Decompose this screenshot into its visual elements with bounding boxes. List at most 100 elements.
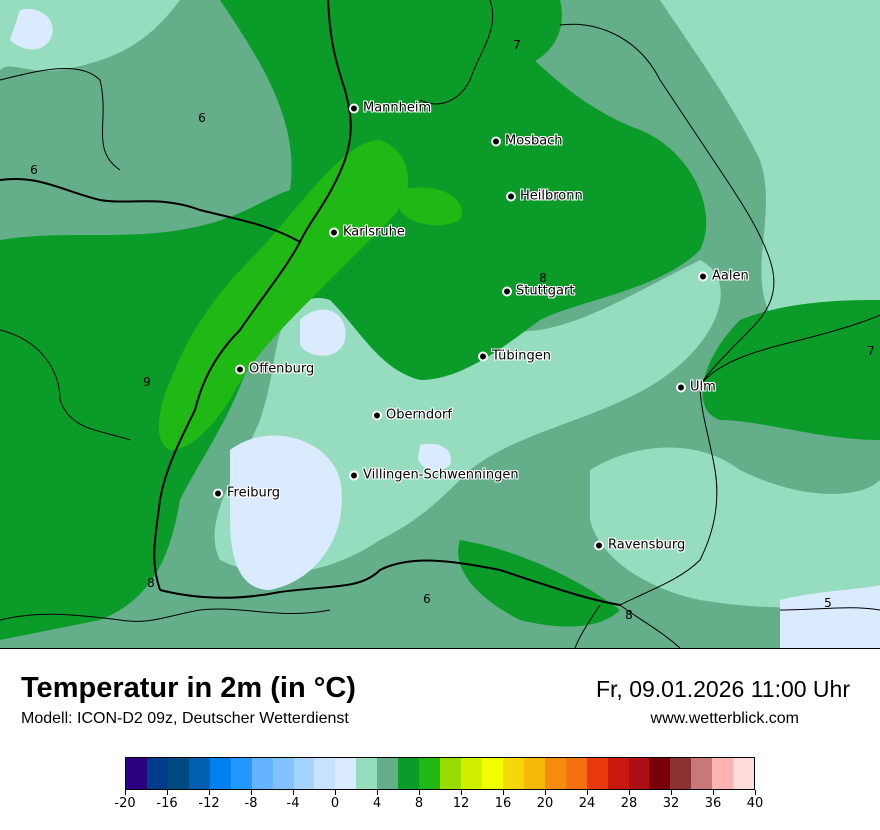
city-label: Karlsruhe <box>343 224 405 240</box>
city-marker-icon <box>329 227 339 237</box>
city-marker-icon <box>491 136 501 146</box>
tick-label: -16 <box>156 796 178 811</box>
colorbar-segment <box>146 758 168 789</box>
tick-mark <box>125 790 126 795</box>
city-marker-icon <box>349 470 359 480</box>
tick-mark <box>503 790 504 795</box>
tick-label: 20 <box>536 796 554 811</box>
city-label: Mosbach <box>505 133 563 149</box>
tick-mark <box>377 790 378 795</box>
contour-label: 5 <box>824 596 832 610</box>
city-mannheim: Mannheim <box>349 101 431 116</box>
tick-label: -4 <box>286 796 300 811</box>
city-villingen-schwenningen: Villingen-Schwenningen <box>349 468 519 483</box>
contour-label: 8 <box>147 576 155 590</box>
colorbar-ticks: -20 -16 -12 -8 -4 0 4 8 12 16 20 24 28 32 36 40 <box>114 790 763 820</box>
tick-label: 0 <box>330 796 340 811</box>
colorbar-segment <box>272 758 294 789</box>
city-label: Ulm <box>690 379 716 395</box>
forecast-datetime: Fr, 09.01.2026 11:00 Uhr <box>595 676 850 702</box>
tick-label: 16 <box>494 796 512 811</box>
colorbar-segment <box>314 758 336 789</box>
colorbar-segment <box>523 758 545 789</box>
website-credit: www.wetterblick.com <box>650 710 799 727</box>
tick-label: 4 <box>372 796 382 811</box>
tick-mark <box>293 790 294 795</box>
temperature-colorbar <box>125 757 755 790</box>
colorbar-segment <box>209 758 231 789</box>
model-source: Modell: ICON-D2 09z, Deutscher Wetterdie… <box>21 710 349 727</box>
temperature-map: Mannheim Mosbach Heilbronn Karlsruhe Stu… <box>0 0 880 649</box>
city-label: Aalen <box>712 268 749 284</box>
contour-label: 9 <box>143 375 151 389</box>
colorbar-segment <box>230 758 252 789</box>
tick-mark <box>587 790 588 795</box>
city-marker-icon <box>372 410 382 420</box>
tick-mark <box>419 790 420 795</box>
contour-label: 6 <box>198 111 206 125</box>
colorbar-segment <box>461 758 482 789</box>
tick-mark <box>629 790 630 795</box>
colorbar-segment <box>733 758 755 789</box>
city-mosbach: Mosbach <box>491 134 563 149</box>
colorbar-segment <box>188 758 210 789</box>
colorbar-segment <box>126 758 147 789</box>
city-label: Ravensburg <box>608 537 686 553</box>
colorbar-segment <box>607 758 629 789</box>
city-oberndorf: Oberndorf <box>372 408 452 423</box>
colorbar-segment <box>398 758 420 789</box>
city-karlsruhe: Karlsruhe <box>329 225 405 240</box>
contour-label: 8 <box>625 608 633 622</box>
city-stuttgart: Stuttgart <box>502 284 574 299</box>
city-tuebingen: Tübingen <box>478 349 551 364</box>
contour-label: 8 <box>539 271 547 285</box>
colorbar-segment <box>335 758 357 789</box>
colorbar-segment <box>649 758 671 789</box>
city-aalen: Aalen <box>698 269 749 284</box>
tick-mark <box>335 790 336 795</box>
city-marker-icon <box>698 271 708 281</box>
city-label: Heilbronn <box>520 188 583 204</box>
contour-label: 6 <box>423 592 431 606</box>
tick-label: -12 <box>198 796 220 811</box>
tick-mark <box>713 790 714 795</box>
city-label: Stuttgart <box>516 283 575 299</box>
contour-label: 7 <box>513 38 521 52</box>
city-marker-icon <box>478 351 488 361</box>
tick-label: 12 <box>452 796 470 811</box>
colorbar-segment <box>586 758 608 789</box>
tick-label: 24 <box>578 796 596 811</box>
colorbar-segment <box>419 758 441 789</box>
city-freiburg: Freiburg <box>213 486 280 501</box>
map-title: Temperatur in 2m (in °C) <box>21 672 356 704</box>
city-marker-icon <box>349 103 359 113</box>
city-marker-icon <box>235 364 245 374</box>
tick-mark <box>755 790 756 795</box>
city-marker-icon <box>502 286 512 296</box>
city-heilbronn: Heilbronn <box>506 189 583 204</box>
temperature-field <box>0 0 880 648</box>
colorbar-segment <box>167 758 189 789</box>
colorbar-segment <box>377 758 399 789</box>
tick-mark <box>251 790 252 795</box>
city-label: Tübingen <box>492 348 551 364</box>
tick-label: -8 <box>244 796 258 811</box>
tick-mark <box>209 790 210 795</box>
contour-label: 7 <box>867 344 875 358</box>
city-label: Mannheim <box>363 100 432 116</box>
city-label: Oberndorf <box>386 407 452 423</box>
colorbar-segment <box>670 758 692 789</box>
colorbar-segment <box>565 758 587 789</box>
colorbar-segment <box>481 758 503 789</box>
tick-label: 40 <box>746 796 764 811</box>
tick-label: 28 <box>620 796 638 811</box>
tick-mark <box>545 790 546 795</box>
tick-mark <box>671 790 672 795</box>
city-marker-icon <box>506 191 516 201</box>
tick-label: 32 <box>662 796 680 811</box>
city-label: Freiburg <box>227 485 281 501</box>
city-marker-icon <box>213 488 223 498</box>
tick-label: 36 <box>704 796 722 811</box>
colorbar-segment <box>712 758 734 789</box>
city-ravensburg: Ravensburg <box>594 538 685 553</box>
